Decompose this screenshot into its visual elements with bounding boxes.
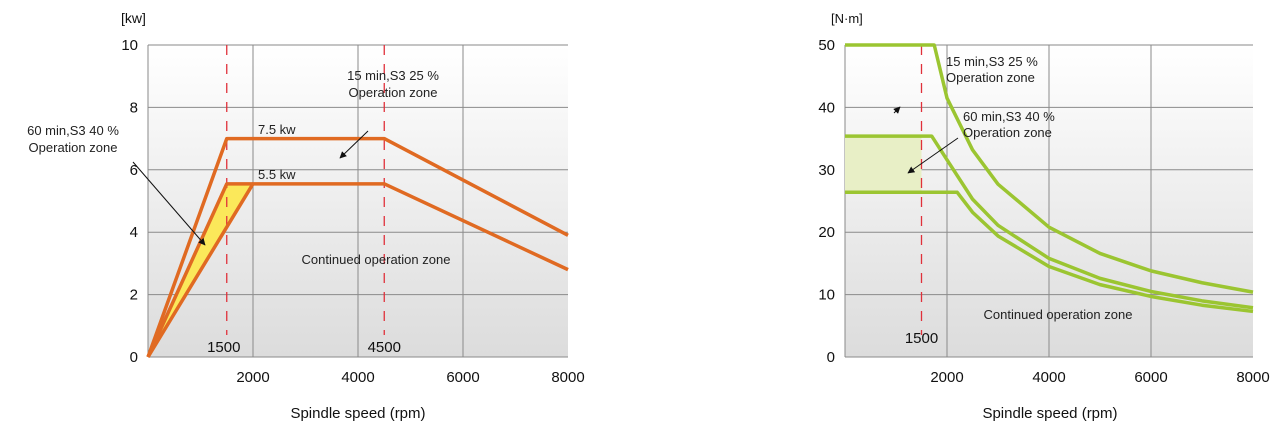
torque-series-s3_25	[845, 43, 1254, 294]
torque-tick-layer: 0 10 20 30 40 50 2000 4000 6000 8000 1500	[818, 37, 1269, 386]
power-series-layer	[146, 136, 569, 358]
power-zone-s3-40-line1: 60 min,S3 40 %	[27, 123, 119, 138]
torque-series-s3_40	[845, 134, 1254, 310]
power-x-tick-label: 4000	[341, 369, 374, 386]
torque-y-tick-label: 40	[818, 99, 835, 116]
power-x-axis-label: Spindle speed (rpm)	[290, 405, 425, 422]
torque-x-tick-label: 2000	[930, 369, 963, 386]
torque-chart: 0 10 20 30 40 50 2000 4000 6000 8000 1500 [N·m] Sp…	[818, 11, 1269, 422]
power-chart: 0 2 4 6 8 10 2000 4000 6000 8000 1500 4500 [kw] Spi…	[27, 10, 585, 422]
power-marker-label-4500: 4500	[368, 339, 401, 356]
power-x-tick-label: 2000	[236, 369, 269, 386]
torque-x-tick-label: 6000	[1134, 369, 1167, 386]
power-zone-s3-25-line1: 15 min,S3 25 %	[347, 68, 439, 83]
torque-series-layer	[845, 43, 1254, 314]
power-zone-s3-40-line2: Operation zone	[29, 140, 118, 155]
power-y-tick-label: 8	[130, 99, 138, 116]
torque-grid	[844, 44, 1253, 358]
power-y-tick-label: 6	[130, 162, 138, 179]
torque-marker-label-1500: 1500	[905, 330, 938, 347]
power-marker-label-1500: 1500	[207, 339, 240, 356]
power-zone-s3-25-line2: Operation zone	[349, 85, 438, 100]
torque-x-tick-label: 4000	[1032, 369, 1065, 386]
power-series-s3_25	[146, 136, 569, 358]
power-series-continuous	[146, 182, 569, 358]
torque-y-tick-label: 0	[827, 349, 835, 366]
power-y-tick-label: 10	[121, 37, 138, 54]
torque-zone-s3-25-line1: 15 min,S3 25 %	[946, 54, 1038, 69]
power-series-s3_40	[146, 182, 253, 358]
torque-zone-s3-40-line1: 60 min,S3 40 %	[963, 109, 1055, 124]
torque-series-continuous	[845, 190, 1254, 314]
power-x-tick-label: 8000	[551, 369, 584, 386]
power-y-axis-label: [kw]	[121, 10, 146, 26]
power-y-tick-label: 2	[130, 287, 138, 304]
torque-fill-region	[845, 136, 922, 193]
power-y-tick-label: 4	[130, 224, 138, 241]
torque-y-axis-label: [N·m]	[831, 11, 863, 26]
power-zone-continuous-label: Continued operation zone	[302, 252, 451, 267]
torque-y-tick-label: 10	[818, 287, 835, 304]
torque-y-tick-label: 50	[818, 37, 835, 54]
torque-y-tick-label: 20	[818, 224, 835, 241]
power-rated-label: 5.5 kw	[258, 167, 296, 182]
power-y-tick-label: 0	[130, 349, 138, 366]
torque-zone-s3-40-line2: Operation zone	[963, 125, 1052, 140]
power-x-tick-label: 6000	[446, 369, 479, 386]
power-zone-s3-40-arrow	[132, 161, 206, 246]
torque-y-tick-label: 30	[818, 162, 835, 179]
torque-zone-continuous-label: Continued operation zone	[984, 307, 1133, 322]
torque-x-axis-label: Spindle speed (rpm)	[982, 405, 1117, 422]
torque-x-tick-label: 8000	[1236, 369, 1269, 386]
power-zone-s3-25-arrow	[339, 130, 369, 159]
torque-zone-s3-40-arrow	[907, 137, 959, 174]
torque-fill-layer	[845, 136, 922, 193]
power-peak-label: 7.5 kw	[258, 122, 296, 137]
torque-zone-s3-25-line2: Operation zone	[946, 70, 1035, 85]
power-tick-layer: 0 2 4 6 8 10 2000 4000 6000 8000 1500 4500	[121, 37, 584, 386]
torque-zone-s3-25-arrow	[893, 106, 901, 114]
